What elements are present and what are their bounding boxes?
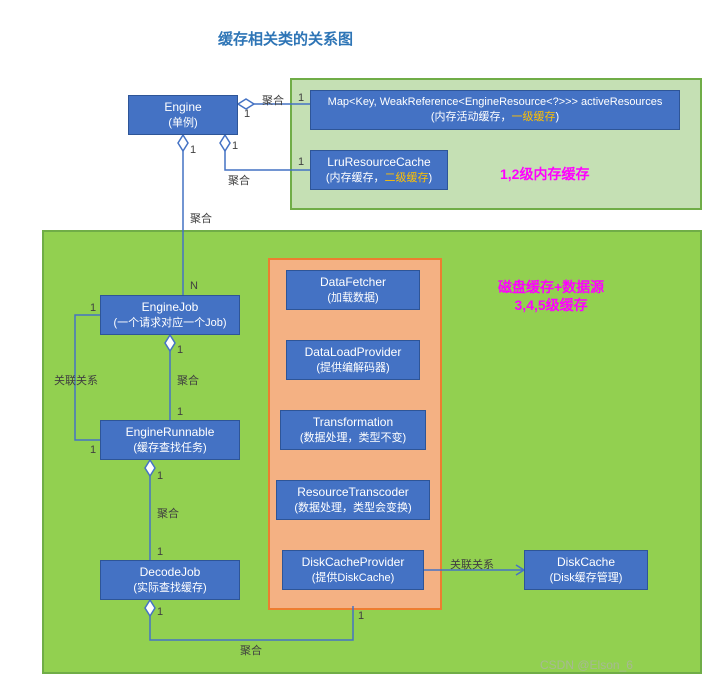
edge-label: 1	[157, 606, 163, 618]
node-title: DiskCache	[529, 554, 643, 570]
node-title: EngineRunnable	[105, 424, 235, 440]
node-disk-cache-provider: DiskCacheProvider (提供DiskCache)	[282, 550, 424, 590]
node-title: Transformation	[285, 414, 421, 430]
node-transformation: Transformation (数据处理，类型不变)	[280, 410, 426, 450]
node-title: ResourceTranscoder	[281, 484, 425, 500]
edge-label: 1	[157, 546, 163, 558]
edge-label: 关联关系	[54, 372, 98, 388]
edge-label: 聚合	[177, 372, 199, 388]
edge-label: 关联关系	[450, 556, 494, 572]
node-resource-transcoder: ResourceTranscoder (数据处理，类型会变换)	[276, 480, 430, 520]
node-active-resources: Map<Key, WeakReference<EngineResource<?>…	[310, 90, 680, 130]
edge-label: 聚合	[262, 92, 284, 108]
node-sub: (数据处理，类型会变换)	[281, 501, 425, 516]
node-title: EngineJob	[105, 299, 235, 315]
t: 磁盘缓存+数据源	[498, 279, 604, 295]
edge-label: 聚合	[240, 642, 262, 658]
node-engine: Engine (单例)	[128, 95, 238, 135]
node-engine-job: EngineJob (一个请求对应一个Job)	[100, 295, 240, 335]
edge-label: 1	[190, 144, 196, 156]
edge-label: 1	[358, 610, 364, 622]
t: )	[429, 172, 433, 184]
node-lru-cache: LruResourceCache (内存缓存，二级缓存)	[310, 150, 448, 190]
node-sub: (内存活动缓存，一级缓存)	[315, 110, 675, 125]
t: 二级缓存	[385, 172, 429, 184]
node-sub: (缓存查找任务)	[105, 441, 235, 456]
node-engine-runnable: EngineRunnable (缓存查找任务)	[100, 420, 240, 460]
node-sub: (提供编解码器)	[291, 361, 415, 376]
node-title: Engine	[133, 99, 233, 115]
node-title: DataFetcher	[291, 274, 415, 290]
node-sub: (数据处理，类型不变)	[285, 431, 421, 446]
edge-label: 1	[177, 406, 183, 418]
t: (内存缓存，	[326, 172, 385, 184]
watermark: CSDN @Elson_6	[540, 658, 633, 672]
edge-label: 1	[177, 344, 183, 356]
edge-label: N	[190, 280, 198, 292]
node-disk-cache: DiskCache (Disk缓存管理)	[524, 550, 648, 590]
edge-label: 1	[244, 108, 250, 120]
node-sub: (加载数据)	[291, 291, 415, 306]
node-sub: (内存缓存，二级缓存)	[315, 171, 443, 186]
node-data-load-provider: DataLoadProvider (提供编解码器)	[286, 340, 420, 380]
node-title: DecodeJob	[105, 564, 235, 580]
edge-label: 聚合	[190, 210, 212, 226]
edge-label: 1	[90, 302, 96, 314]
t: )	[556, 111, 560, 123]
t: 一级缓存	[512, 111, 556, 123]
node-sub: (单例)	[133, 116, 233, 131]
node-title: DataLoadProvider	[291, 344, 415, 360]
node-sub: (实际查找缓存)	[105, 581, 235, 596]
section-label-disk: 磁盘缓存+数据源 3,4,5级缓存	[498, 278, 604, 314]
node-decode-job: DecodeJob (实际查找缓存)	[100, 560, 240, 600]
edge-label: 1	[157, 470, 163, 482]
edge-label: 1	[90, 444, 96, 456]
edge-label: 1	[298, 92, 304, 104]
edge-label: 1	[232, 140, 238, 152]
node-title: LruResourceCache	[315, 154, 443, 170]
t: 1,2级内存缓存	[500, 166, 589, 182]
node-title: DiskCacheProvider	[287, 554, 419, 570]
t: 3,4,5级缓存	[515, 297, 588, 313]
node-sub: (提供DiskCache)	[287, 571, 419, 586]
node-title: Map<Key, WeakReference<EngineResource<?>…	[315, 95, 675, 110]
edge-label: 1	[298, 156, 304, 168]
node-sub: (一个请求对应一个Job)	[105, 316, 235, 331]
edge-label: 聚合	[228, 172, 250, 188]
node-sub: (Disk缓存管理)	[529, 571, 643, 586]
t: (内存活动缓存，	[431, 111, 512, 123]
node-data-fetcher: DataFetcher (加载数据)	[286, 270, 420, 310]
section-label-mem: 1,2级内存缓存	[500, 165, 589, 183]
edge-label: 聚合	[157, 505, 179, 521]
